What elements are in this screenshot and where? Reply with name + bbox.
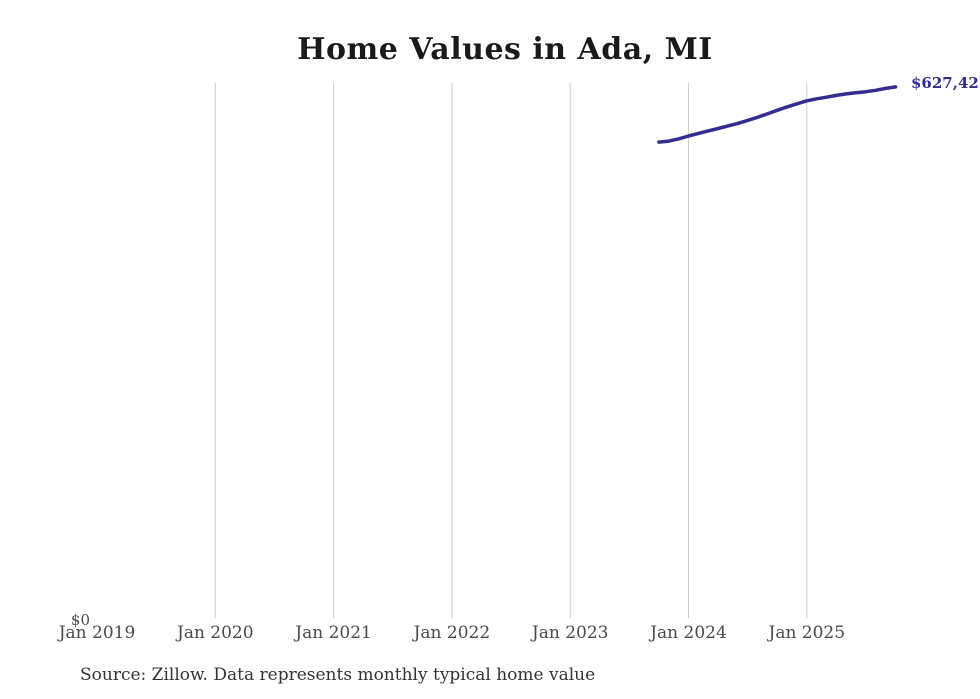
x-axis-tick-label-jan-2019: Jan 2019	[58, 623, 136, 643]
y-axis-zero-label: $0	[70, 611, 90, 629]
chart-title: Home Values in Ada, MI	[297, 32, 713, 67]
x-axis-tick-label-jan-2023: Jan 2023	[531, 623, 609, 643]
x-axis-tick-label-jan-2020: Jan 2020	[177, 623, 254, 643]
x-axis-tick-label-jan-2022: Jan 2022	[413, 623, 491, 643]
home-value-line	[657, 85, 898, 144]
x-axis-tick-label-jan-2021: Jan 2021	[295, 623, 372, 643]
source-note: Source: Zillow. Data represents monthly …	[80, 665, 596, 685]
x-axis-tick-label-jan-2024: Jan 2024	[650, 623, 727, 643]
line-end-value-label: $627,42	[911, 74, 979, 92]
x-axis-tick-label-jan-2025: Jan 2025	[768, 623, 846, 643]
